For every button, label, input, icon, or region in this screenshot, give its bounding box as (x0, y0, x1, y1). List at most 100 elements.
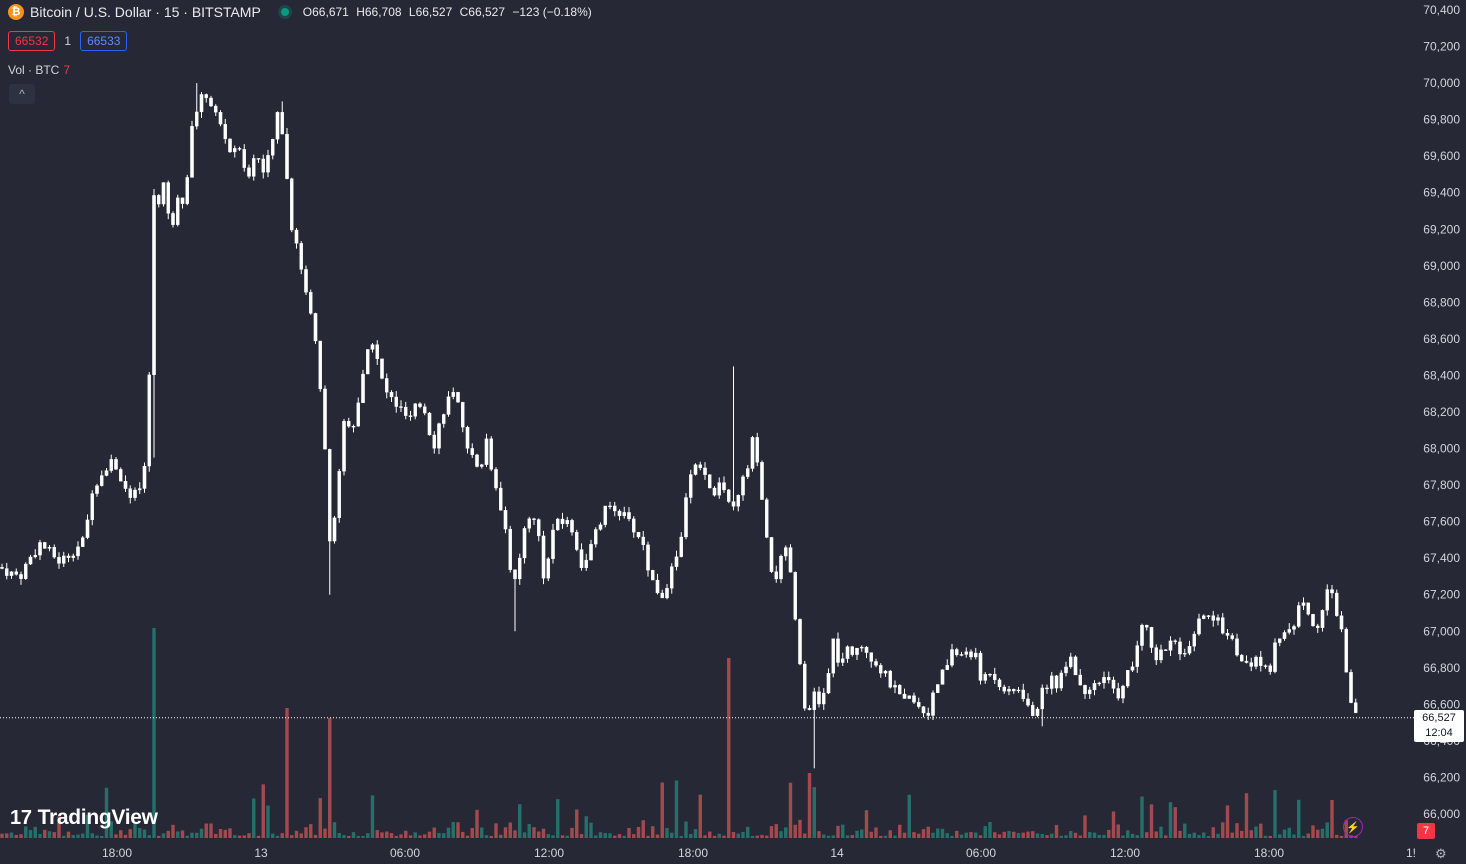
candle-body (384, 378, 389, 393)
candle-body (81, 537, 85, 547)
volume-bar (860, 829, 864, 838)
candle-body (465, 426, 470, 449)
volume-bar (1164, 835, 1168, 838)
candle-body (736, 494, 741, 507)
candle-body (318, 340, 322, 390)
buy-price-button[interactable]: 66533 (80, 31, 128, 51)
tradingview-mark-icon: 17 (10, 806, 32, 829)
volume-bar (817, 831, 821, 838)
candle-body (689, 474, 693, 498)
volume-bar (1092, 832, 1097, 838)
lightning-icon[interactable]: ⚡ (1343, 817, 1363, 837)
volume-bar (1007, 830, 1011, 838)
candle-body (1012, 689, 1016, 692)
volume-bar (328, 718, 332, 838)
volume-bar (689, 834, 693, 838)
volume-bar (1254, 826, 1258, 838)
tradingview-logo[interactable]: 17 TradingView (10, 806, 158, 830)
volume-bar (309, 824, 313, 838)
y-tick-label: 66,800 (1423, 661, 1460, 675)
volume-bar (47, 831, 52, 838)
candle-body (100, 475, 104, 486)
candle-body (836, 638, 840, 663)
candle-body (128, 488, 132, 498)
volume-bar (532, 827, 536, 838)
candle-body (479, 464, 484, 467)
collapse-legend-button[interactable]: ^ (9, 84, 35, 104)
volume-bar (385, 831, 389, 838)
candle-body (893, 685, 897, 688)
x-tick-label: 06:00 (966, 846, 996, 860)
candle-body (38, 542, 42, 556)
volume-bar (997, 834, 1002, 838)
candle-body (902, 693, 907, 699)
volume-bar (560, 835, 565, 838)
candle-body (997, 679, 1002, 688)
volume-bar (85, 814, 90, 838)
volume-legend: Vol · BTC 7 (8, 63, 70, 77)
volume-bar (570, 827, 574, 838)
y-tick-label: 68,200 (1423, 405, 1460, 419)
candle-body (171, 213, 175, 225)
candle-body (774, 571, 779, 580)
volume-bar (76, 834, 80, 838)
y-tick-label: 66,000 (1423, 807, 1460, 821)
candle-body (969, 651, 973, 658)
volume-bar (233, 835, 237, 838)
volume-bar (665, 828, 669, 838)
sell-price-button[interactable]: 66532 (8, 31, 56, 51)
volume-bar (280, 833, 284, 838)
volume-bar (147, 835, 151, 838)
volume-bar (741, 831, 745, 838)
candle-body (14, 571, 18, 575)
volume-bar (883, 835, 888, 838)
candle-body (1031, 705, 1035, 716)
volume-bar (845, 835, 850, 838)
volume-bar (684, 821, 688, 838)
candle-body (860, 646, 864, 649)
candle-body (822, 692, 826, 705)
time-axis: 18:00 13 06:00 12:00 18:00 14 06:00 12:00 18:00 1… (102, 846, 1416, 860)
gear-icon[interactable]: ⚙ (1435, 846, 1447, 861)
candle-body (256, 158, 261, 160)
candle-body (527, 518, 532, 529)
y-tick-label: 66,200 (1423, 770, 1460, 784)
candle-body (1026, 698, 1030, 706)
volume-bar (556, 799, 560, 838)
candle-body (62, 555, 66, 564)
candle-body (841, 658, 845, 663)
candle-body (494, 469, 498, 489)
volume-bar (594, 835, 598, 838)
volume-bar (1126, 830, 1130, 838)
volume-bar (978, 835, 983, 838)
candle-body (1282, 632, 1287, 639)
candle-body (351, 426, 356, 428)
candle-body (456, 391, 460, 403)
volume-bar (912, 832, 916, 838)
candle-body (784, 547, 788, 557)
candle-body (646, 544, 650, 571)
symbol-title[interactable]: Bitcoin / U.S. Dollar · 15 · BITSTAMP (30, 4, 261, 20)
volume-bar (579, 834, 584, 838)
volume-bar (636, 826, 641, 838)
volume-bar (670, 832, 674, 838)
candle-body (213, 105, 218, 113)
candle-body (109, 459, 114, 471)
volume-bar (408, 835, 413, 838)
volume-bar (1202, 832, 1206, 838)
volume-bar (712, 835, 717, 838)
volume-bar (14, 834, 18, 838)
candle-body (356, 402, 360, 427)
volume-bar (1325, 822, 1329, 838)
candle-body (974, 652, 978, 658)
candle-body (370, 344, 375, 350)
volume-bar (921, 829, 926, 838)
candle-body (1083, 684, 1087, 695)
market-status-icon[interactable] (280, 8, 289, 16)
volume-bar (646, 835, 650, 838)
volume-bar (522, 832, 527, 838)
candle-body (983, 674, 988, 681)
volume-bar (237, 835, 242, 838)
candle-body (1021, 689, 1026, 700)
